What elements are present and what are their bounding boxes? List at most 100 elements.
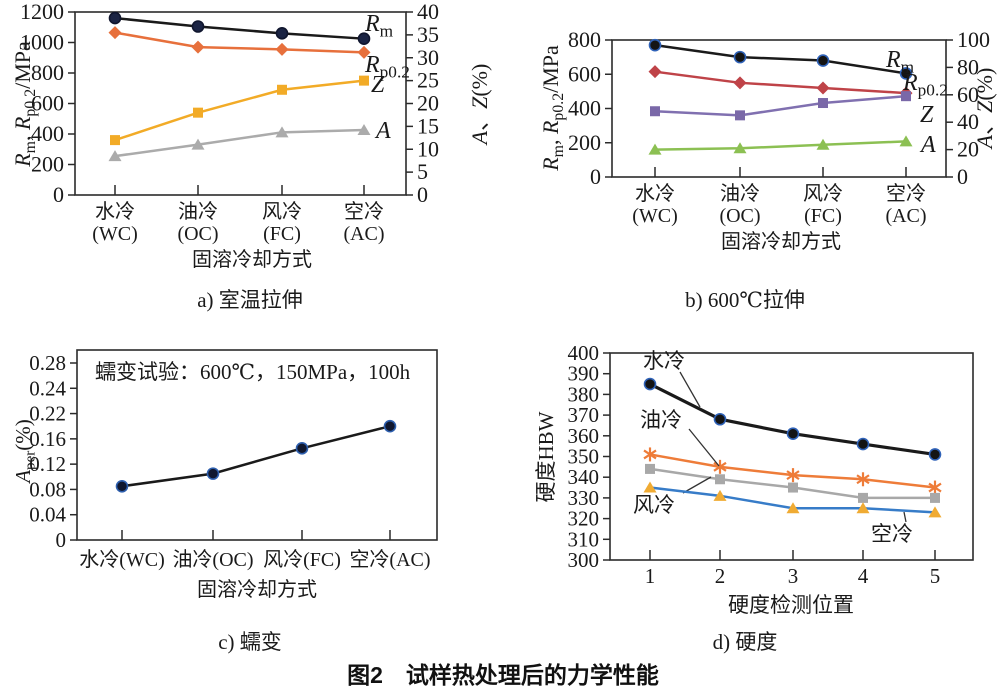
svg-text:360: 360 (568, 424, 600, 448)
svg-text:20: 20 (957, 137, 979, 162)
svg-text:0: 0 (957, 164, 968, 189)
svg-text:风冷: 风冷 (262, 200, 302, 223)
svg-text:Rp0.2: Rp0.2 (364, 52, 410, 81)
chart-d-series-1: 油冷 (640, 408, 942, 495)
svg-text:水冷: 水冷 (95, 200, 135, 223)
chart-a-series-2: Z (110, 72, 385, 146)
svg-text:800: 800 (568, 27, 601, 52)
svg-text:油冷: 油冷 (640, 408, 682, 432)
svg-text:固溶冷却方式: 固溶冷却方式 (192, 248, 312, 271)
svg-text:空冷: 空冷 (344, 200, 384, 223)
svg-text:A、Z(%): A、Z(%) (467, 64, 492, 147)
svg-text:水冷: 水冷 (643, 349, 685, 373)
svg-text:400: 400 (31, 121, 64, 146)
svg-text:硬度检测位置: 硬度检测位置 (728, 593, 854, 617)
svg-text:硬度HBW: 硬度HBW (534, 411, 558, 502)
svg-text:4: 4 (858, 564, 869, 588)
svg-text:(WC): (WC) (632, 205, 678, 227)
svg-text:(OC): (OC) (177, 223, 218, 245)
svg-text:风冷: 风冷 (633, 493, 675, 517)
svg-text:310: 310 (568, 527, 600, 551)
chart-a-axes: 0200400600800100012000510152025303540水冷(… (10, 0, 492, 271)
svg-text:30: 30 (417, 45, 439, 70)
svg-text:A: A (374, 118, 391, 144)
svg-text:Rp0.2: Rp0.2 (902, 70, 948, 99)
svg-text:空冷: 空冷 (886, 182, 926, 205)
svg-text:20: 20 (417, 91, 439, 116)
svg-text:1200: 1200 (20, 0, 64, 24)
chart-c-series-0 (115, 419, 397, 493)
svg-text:(FC): (FC) (263, 223, 301, 245)
svg-text:Aper(%): Aper(%) (11, 419, 39, 485)
chart-a-series-0: Rm (108, 11, 394, 45)
svg-text:350: 350 (568, 445, 600, 469)
chart-c-axes: 00.040.080.120.160.220.240.28 水冷(WC) 油冷(OC… (11, 349, 438, 601)
svg-text:风冷(FC): 风冷(FC) (263, 548, 341, 571)
svg-text:Z: Z (920, 102, 934, 128)
svg-text:60: 60 (957, 82, 979, 107)
svg-text:35: 35 (417, 22, 439, 47)
caption-hardness: d) 硬度 (712, 630, 778, 654)
svg-text:200: 200 (31, 152, 64, 177)
svg-text:固溶冷却方式: 固溶冷却方式 (721, 230, 841, 253)
svg-text:Rm, Rp0.2/MPa: Rm, Rp0.2/MPa (10, 41, 39, 168)
svg-text:油冷: 油冷 (178, 200, 218, 223)
caption-room-temp-tensile: a) 室温拉伸 (197, 288, 303, 312)
chart-b-series-2: Z (650, 91, 934, 128)
svg-text:0.28: 0.28 (29, 351, 66, 375)
svg-text:340: 340 (568, 465, 600, 489)
svg-text:5: 5 (930, 564, 941, 588)
chart-b-series-3: A (648, 132, 936, 158)
svg-text:300: 300 (568, 548, 600, 572)
svg-text:100: 100 (957, 27, 990, 52)
svg-text:(WC): (WC) (92, 223, 138, 245)
svg-text:3: 3 (788, 564, 799, 588)
svg-text:空冷: 空冷 (871, 522, 913, 546)
caption-600c-tensile: b) 600℃拉伸 (685, 288, 805, 312)
svg-text:(AC): (AC) (343, 223, 384, 245)
svg-text:0.08: 0.08 (29, 477, 66, 501)
svg-text:600: 600 (568, 61, 601, 86)
svg-text:0.24: 0.24 (29, 376, 66, 400)
svg-text:400: 400 (568, 341, 600, 365)
svg-text:5: 5 (417, 159, 428, 184)
svg-text:800: 800 (31, 60, 64, 85)
svg-text:Z: Z (371, 72, 385, 98)
svg-text:370: 370 (568, 403, 600, 427)
svg-text:25: 25 (417, 68, 439, 93)
svg-text:0.12: 0.12 (29, 452, 66, 476)
chart-d-series-0: 水冷 (643, 349, 942, 461)
svg-text:油冷: 油冷 (720, 182, 760, 205)
svg-text:10: 10 (417, 136, 439, 161)
chart-room-temp-tensile: 0200400600800100012000510152025303540水冷(… (10, 0, 492, 271)
chart-d-series-2: 风冷 (633, 463, 940, 517)
svg-text:A: A (919, 132, 936, 158)
svg-text:2: 2 (715, 564, 726, 588)
figure-title: 图2 试样热处理后的力学性能 (347, 662, 659, 688)
svg-text:40: 40 (417, 0, 439, 24)
chart-600c-tensile: 0200400600800020406080100水冷(WC)油冷(OC)风冷(… (538, 27, 997, 253)
chart-a-series-1: Rp0.2 (108, 26, 410, 81)
svg-text:A、Z(%): A、Z(%) (972, 68, 997, 151)
svg-text:(AC): (AC) (885, 205, 926, 227)
svg-text:Rm, Rp0.2/MPa: Rm, Rp0.2/MPa (538, 45, 567, 172)
svg-text:600: 600 (31, 91, 64, 116)
caption-creep: c) 蠕变 (218, 630, 282, 654)
svg-text:0: 0 (590, 164, 601, 189)
svg-text:0: 0 (53, 182, 64, 207)
svg-text:380: 380 (568, 382, 600, 406)
svg-text:0.04: 0.04 (29, 503, 66, 527)
svg-text:Rm: Rm (364, 11, 394, 40)
svg-text:80: 80 (957, 54, 979, 79)
svg-text:1: 1 (645, 564, 656, 588)
chart-a-series-3: A (108, 118, 391, 162)
svg-text:Rm: Rm (885, 47, 915, 76)
chart-b-axes: 0200400600800020406080100水冷(WC)油冷(OC)风冷(… (538, 27, 997, 253)
chart-creep: 00.040.080.120.160.220.240.28 水冷(WC) 油冷(OC… (11, 349, 438, 601)
svg-text:蠕变试验：600℃，150MPa，100h: 蠕变试验：600℃，150MPa，100h (95, 360, 411, 384)
svg-text:风冷: 风冷 (803, 182, 843, 205)
svg-text:330: 330 (568, 486, 600, 510)
svg-text:390: 390 (568, 362, 600, 386)
